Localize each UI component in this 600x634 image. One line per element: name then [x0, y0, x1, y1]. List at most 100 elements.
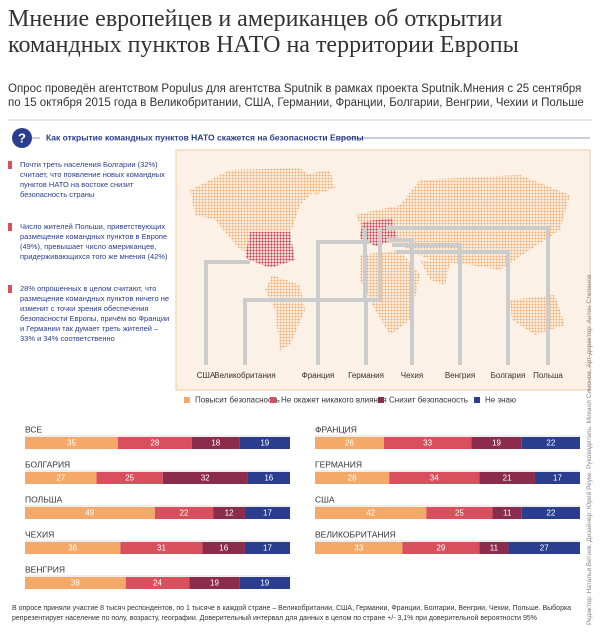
value-label: 29 [436, 544, 445, 553]
bar-segment [471, 437, 522, 449]
value-label: 25 [455, 509, 464, 518]
bar-segment [247, 472, 290, 484]
category-label: ВСЕ [25, 424, 43, 434]
question-icon-mark: ? [18, 130, 26, 145]
bar-segment [125, 577, 190, 589]
value-label: 22 [546, 509, 555, 518]
legend-swatch [184, 397, 190, 403]
value-label: 26 [345, 439, 354, 448]
value-label: 25 [125, 474, 134, 483]
bar-segment [239, 577, 290, 589]
category-label: ВЕЛИКОБРИТАНИЯ [315, 529, 396, 539]
value-label: 27 [56, 474, 65, 483]
bar-segment [25, 437, 118, 449]
bar-segment [389, 472, 480, 484]
value-label: 17 [263, 509, 272, 518]
bar-segment [508, 542, 580, 554]
note-marker [8, 285, 12, 293]
value-label: 24 [153, 579, 162, 588]
bar-segment [479, 542, 509, 554]
bar-segment [492, 507, 522, 519]
note: 28% опрошенных в целом считают, что разм… [20, 284, 170, 343]
value-label: 12 [225, 509, 234, 518]
value-label: 19 [492, 439, 501, 448]
map-label: Великобритания [214, 371, 275, 380]
legend-swatch [474, 397, 480, 403]
value-label: 33 [354, 544, 363, 553]
value-label: 36 [68, 544, 77, 553]
map-label: Болгария [491, 371, 526, 380]
bar-segment [479, 472, 535, 484]
bar-segment [244, 542, 290, 554]
value-label: 11 [503, 509, 512, 518]
category-label: ВЕНГРИЯ [25, 564, 65, 574]
bar-segment [96, 472, 163, 484]
value-label: 11 [490, 544, 499, 553]
legend-label: Не знаю [485, 396, 516, 405]
value-label: 33 [423, 439, 432, 448]
question-bg [40, 131, 340, 145]
bar-segment [25, 472, 97, 484]
legend-swatch [378, 397, 384, 403]
map-label: Польша [533, 371, 563, 380]
map-label: Чехия [401, 371, 423, 380]
value-label: 19 [260, 439, 269, 448]
bar-segment [534, 472, 580, 484]
bar-segment [426, 507, 493, 519]
category-label: США [315, 494, 335, 504]
legend-label: Снизит безопасность [389, 396, 468, 405]
value-label: 17 [553, 474, 562, 483]
question: Как открытие командных пунктов НАТО скаж… [46, 132, 364, 142]
value-label: 28 [348, 474, 357, 483]
bar-segment [383, 437, 472, 449]
subtitle: Опрос проведён агентством Populus для аг… [8, 83, 584, 109]
bar-segment [162, 472, 248, 484]
map-label: США [197, 371, 216, 380]
bar-segment [315, 542, 403, 554]
value-label: 42 [366, 509, 375, 518]
map [190, 168, 570, 365]
note: Число жителей Польши, приветствующих раз… [20, 222, 168, 261]
value-label: 32 [201, 474, 210, 483]
category-label: ЧЕХИЯ [25, 529, 54, 539]
bar-segment [402, 542, 480, 554]
note-marker [8, 223, 12, 231]
bar-segment [213, 507, 245, 519]
bar-segment [189, 577, 240, 589]
value-label: 16 [219, 544, 228, 553]
value-label: 49 [85, 509, 94, 518]
bar-segment [239, 437, 290, 449]
bar-segment [191, 437, 240, 449]
note-marker [8, 161, 12, 169]
value-label: 17 [263, 544, 272, 553]
bar-segment [521, 437, 580, 449]
question-icon [12, 128, 32, 148]
value-label: 19 [260, 579, 269, 588]
map-label: Венгрия [445, 371, 475, 380]
bar-segment [315, 437, 384, 449]
value-label: 16 [264, 474, 273, 483]
value-label: 22 [546, 439, 555, 448]
category-label: ГЕРМАНИЯ [315, 459, 362, 469]
bar-segment [521, 507, 580, 519]
legend-label: Не окажет никакого влияния [281, 396, 387, 405]
value-label: 18 [211, 439, 220, 448]
bar-segment [25, 507, 155, 519]
bar-segment [120, 542, 203, 554]
bar-segment [117, 437, 192, 449]
credits: Редактор: Наталья Ветник. Дизайнер: Юрий… [586, 274, 593, 625]
title: Мнение европейцев и американцев об откры… [8, 6, 519, 58]
category-label: ФРАНЦИЯ [315, 424, 357, 434]
bar-segment [315, 472, 390, 484]
bar-segment [202, 542, 245, 554]
bar-segment [25, 577, 126, 589]
category-label: ПОЛЬША [25, 494, 63, 504]
category-label: БОЛГАРИЯ [25, 459, 70, 469]
footer: В опросе приняли участие 8 тысяч респонд… [12, 605, 572, 622]
value-label: 27 [540, 544, 549, 553]
value-label: 34 [430, 474, 439, 483]
legend-label: Повысит безопасность [195, 396, 280, 405]
bar-segment [315, 507, 427, 519]
bar-segment [154, 507, 214, 519]
value-label: 31 [157, 544, 166, 553]
